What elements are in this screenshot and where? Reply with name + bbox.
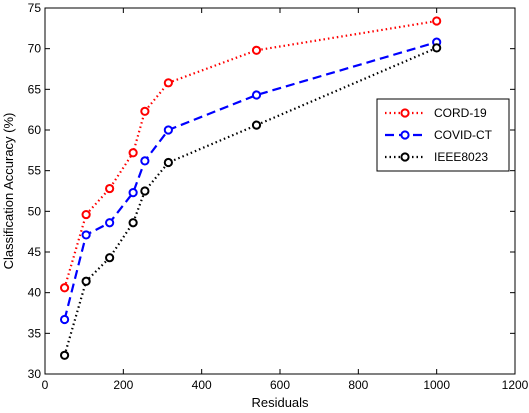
data-point [81, 209, 91, 220]
data-point [163, 125, 173, 135]
data-point [59, 314, 70, 325]
series-line [63, 19, 437, 289]
data-point [163, 157, 173, 168]
legend-marker [400, 130, 410, 140]
axis-ticks: 0 200 400 600 800 1000 1200 30 35 40 45 50 55 60 65 70 7… [28, 1, 529, 392]
series-ieee8023 [59, 43, 442, 360]
data-point [59, 283, 70, 293]
data-point [140, 106, 150, 116]
data-point [140, 156, 150, 166]
y-tick-label: 60 [28, 123, 42, 137]
x-tick-label: 600 [270, 378, 290, 392]
series-cord-19 [59, 16, 442, 293]
x-axis-label: Residuals [251, 395, 309, 410]
series-covid-ct [59, 37, 442, 325]
x-tick-label: 400 [192, 378, 212, 392]
y-tick-label: 55 [28, 164, 42, 178]
legend-item: COVID-CT [385, 128, 493, 142]
y-tick-label: 50 [28, 204, 42, 218]
data-point [81, 276, 91, 286]
legend-item: IEEE8023 [385, 150, 488, 164]
plot-area [44, 7, 516, 375]
y-axis-label: Classification Accuracy (%) [1, 113, 16, 270]
data-point [128, 148, 138, 158]
data-point [105, 183, 115, 194]
data-point [163, 78, 173, 88]
data-point [432, 16, 442, 26]
data-point [105, 218, 115, 228]
data-point [81, 230, 91, 240]
data-point [140, 186, 150, 196]
data-point [128, 218, 138, 228]
data-point [251, 120, 262, 130]
series-layer [59, 16, 442, 360]
legend-marker [400, 152, 410, 162]
legend-label: COVID-CT [434, 128, 493, 142]
data-point [105, 253, 115, 263]
legend-label: CORD-19 [434, 106, 487, 120]
y-tick-label: 30 [28, 367, 42, 381]
x-tick-label: 200 [113, 378, 133, 392]
y-tick-label: 75 [28, 1, 42, 15]
x-tick-label: 0 [42, 378, 49, 392]
x-tick-label: 1200 [502, 378, 529, 392]
data-point [128, 188, 138, 198]
x-tick-label: 800 [348, 378, 368, 392]
legend-item: CORD-19 [385, 106, 487, 120]
legend-marker [400, 108, 410, 118]
x-tick-label: 1000 [423, 378, 450, 392]
y-tick-label: 70 [28, 42, 42, 56]
data-point [432, 43, 442, 53]
data-point [251, 45, 262, 55]
data-point [59, 350, 70, 360]
y-tick-label: 35 [28, 326, 42, 340]
legend-label: IEEE8023 [434, 150, 488, 164]
y-tick-label: 45 [28, 245, 42, 259]
y-tick-label: 65 [28, 82, 42, 96]
legend: CORD-19 COVID-CT IEEE8023 [376, 98, 510, 172]
y-tick-label: 40 [28, 286, 42, 300]
data-point [251, 90, 262, 100]
